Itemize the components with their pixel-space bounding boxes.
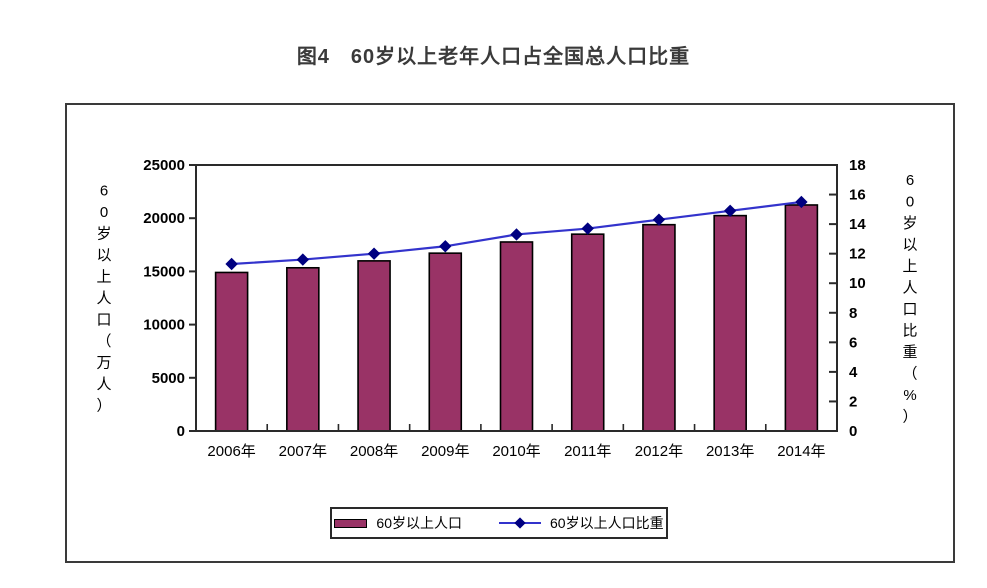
bar	[214, 271, 249, 432]
left-axis-title-char: 万	[96, 355, 111, 372]
year-label: 2011年	[564, 443, 611, 460]
bar	[499, 241, 534, 432]
right-axis-title-char: 重	[902, 344, 917, 361]
diamond-marker-icon	[439, 240, 452, 253]
year-label: 2007年	[279, 443, 327, 460]
bar	[286, 266, 320, 432]
right-tick-label: 0	[849, 423, 857, 440]
diamond-marker-icon	[514, 517, 526, 529]
bar	[642, 223, 676, 432]
right-axis-title-char: ）	[902, 408, 917, 425]
bar	[570, 233, 605, 432]
right-axis-title-char: 上	[902, 258, 917, 275]
left-tick-label: 20000	[143, 210, 185, 227]
left-axis-title-char: 岁	[96, 226, 111, 243]
year-label: 2009年	[421, 443, 469, 460]
left-tick-label: 10000	[143, 317, 185, 334]
legend-label-population: 60岁以上人口	[376, 515, 462, 531]
right-tick-label: 8	[849, 305, 857, 322]
diamond-marker-icon	[723, 204, 737, 218]
left-axis-title-char: 6	[100, 183, 108, 200]
right-axis-title-char: 岁	[902, 215, 917, 232]
diamond-marker-icon	[581, 222, 594, 235]
left-axis-title-char: 上	[96, 269, 111, 286]
right-axis-title-char: 6	[906, 172, 914, 189]
left-axis-title-char: 人	[96, 376, 111, 393]
legend-label-ratio: 60岁以上人口比重	[550, 515, 664, 531]
left-tick-label: 0	[177, 423, 185, 440]
legend: 60岁以上人口 60岁以上人口比重	[330, 507, 668, 539]
diamond-marker-icon	[510, 228, 523, 241]
right-tick-label: 12	[849, 246, 866, 263]
year-label: 2008年	[350, 443, 398, 460]
left-axis-title-char: 人	[96, 290, 111, 307]
left-axis-title-char: 以	[96, 247, 111, 264]
right-tick-label: 6	[849, 334, 857, 351]
left-axis-title-char: （	[96, 333, 111, 350]
left-axis-title-char: 口	[96, 312, 111, 329]
plot-border	[195, 164, 838, 432]
right-tick-label: 4	[849, 364, 858, 381]
left-axis-title-char: 0	[100, 204, 108, 221]
bar	[357, 260, 391, 432]
chart-frame: 0 5000 10000 15000 20000 25000 0 2 4 6 8 10 12 14 16 18…	[65, 103, 955, 563]
diamond-marker-icon	[652, 213, 666, 226]
right-axis-title-char: 口	[902, 301, 917, 318]
left-axis-title-char: ）	[96, 398, 111, 415]
right-axis-title-char: 以	[902, 236, 917, 253]
chart-title: 图4 60岁以上老年人口占全国总人口比重	[296, 46, 691, 68]
diamond-marker-icon	[296, 253, 310, 266]
right-axis-title-char: （	[902, 365, 917, 382]
year-label: 2010年	[492, 443, 540, 460]
left-tick-label: 15000	[143, 263, 185, 280]
year-label: 2013年	[706, 443, 754, 460]
year-label: 2012年	[635, 443, 683, 460]
right-tick-label: 2	[849, 393, 857, 410]
right-axis-title-char: 人	[902, 279, 917, 296]
diamond-marker-icon	[225, 257, 238, 271]
left-tick-label: 25000	[143, 157, 185, 174]
left-tick-label: 5000	[152, 370, 185, 387]
bar	[784, 204, 819, 432]
right-axis-title-char: 0	[906, 193, 914, 210]
bar	[428, 252, 463, 432]
legend-bar-swatch-icon	[334, 518, 368, 528]
legend-line-swatch-icon	[499, 517, 541, 529]
chart-svg: 0 5000 10000 15000 20000 25000 0 2 4 6 8 10 12 14 16 18…	[96, 157, 917, 460]
right-tick-label: 14	[849, 216, 866, 233]
right-axis-title-char: %	[903, 387, 916, 404]
right-tick-label: 16	[849, 187, 866, 204]
year-label: 2014年	[777, 443, 825, 460]
year-label: 2006年	[207, 443, 255, 460]
right-axis-title-char: 比	[902, 322, 917, 339]
diamond-marker-icon	[795, 195, 808, 209]
right-tick-label: 10	[849, 275, 866, 292]
right-tick-label: 18	[849, 157, 866, 174]
bar	[713, 214, 747, 432]
diamond-marker-icon	[367, 247, 381, 260]
